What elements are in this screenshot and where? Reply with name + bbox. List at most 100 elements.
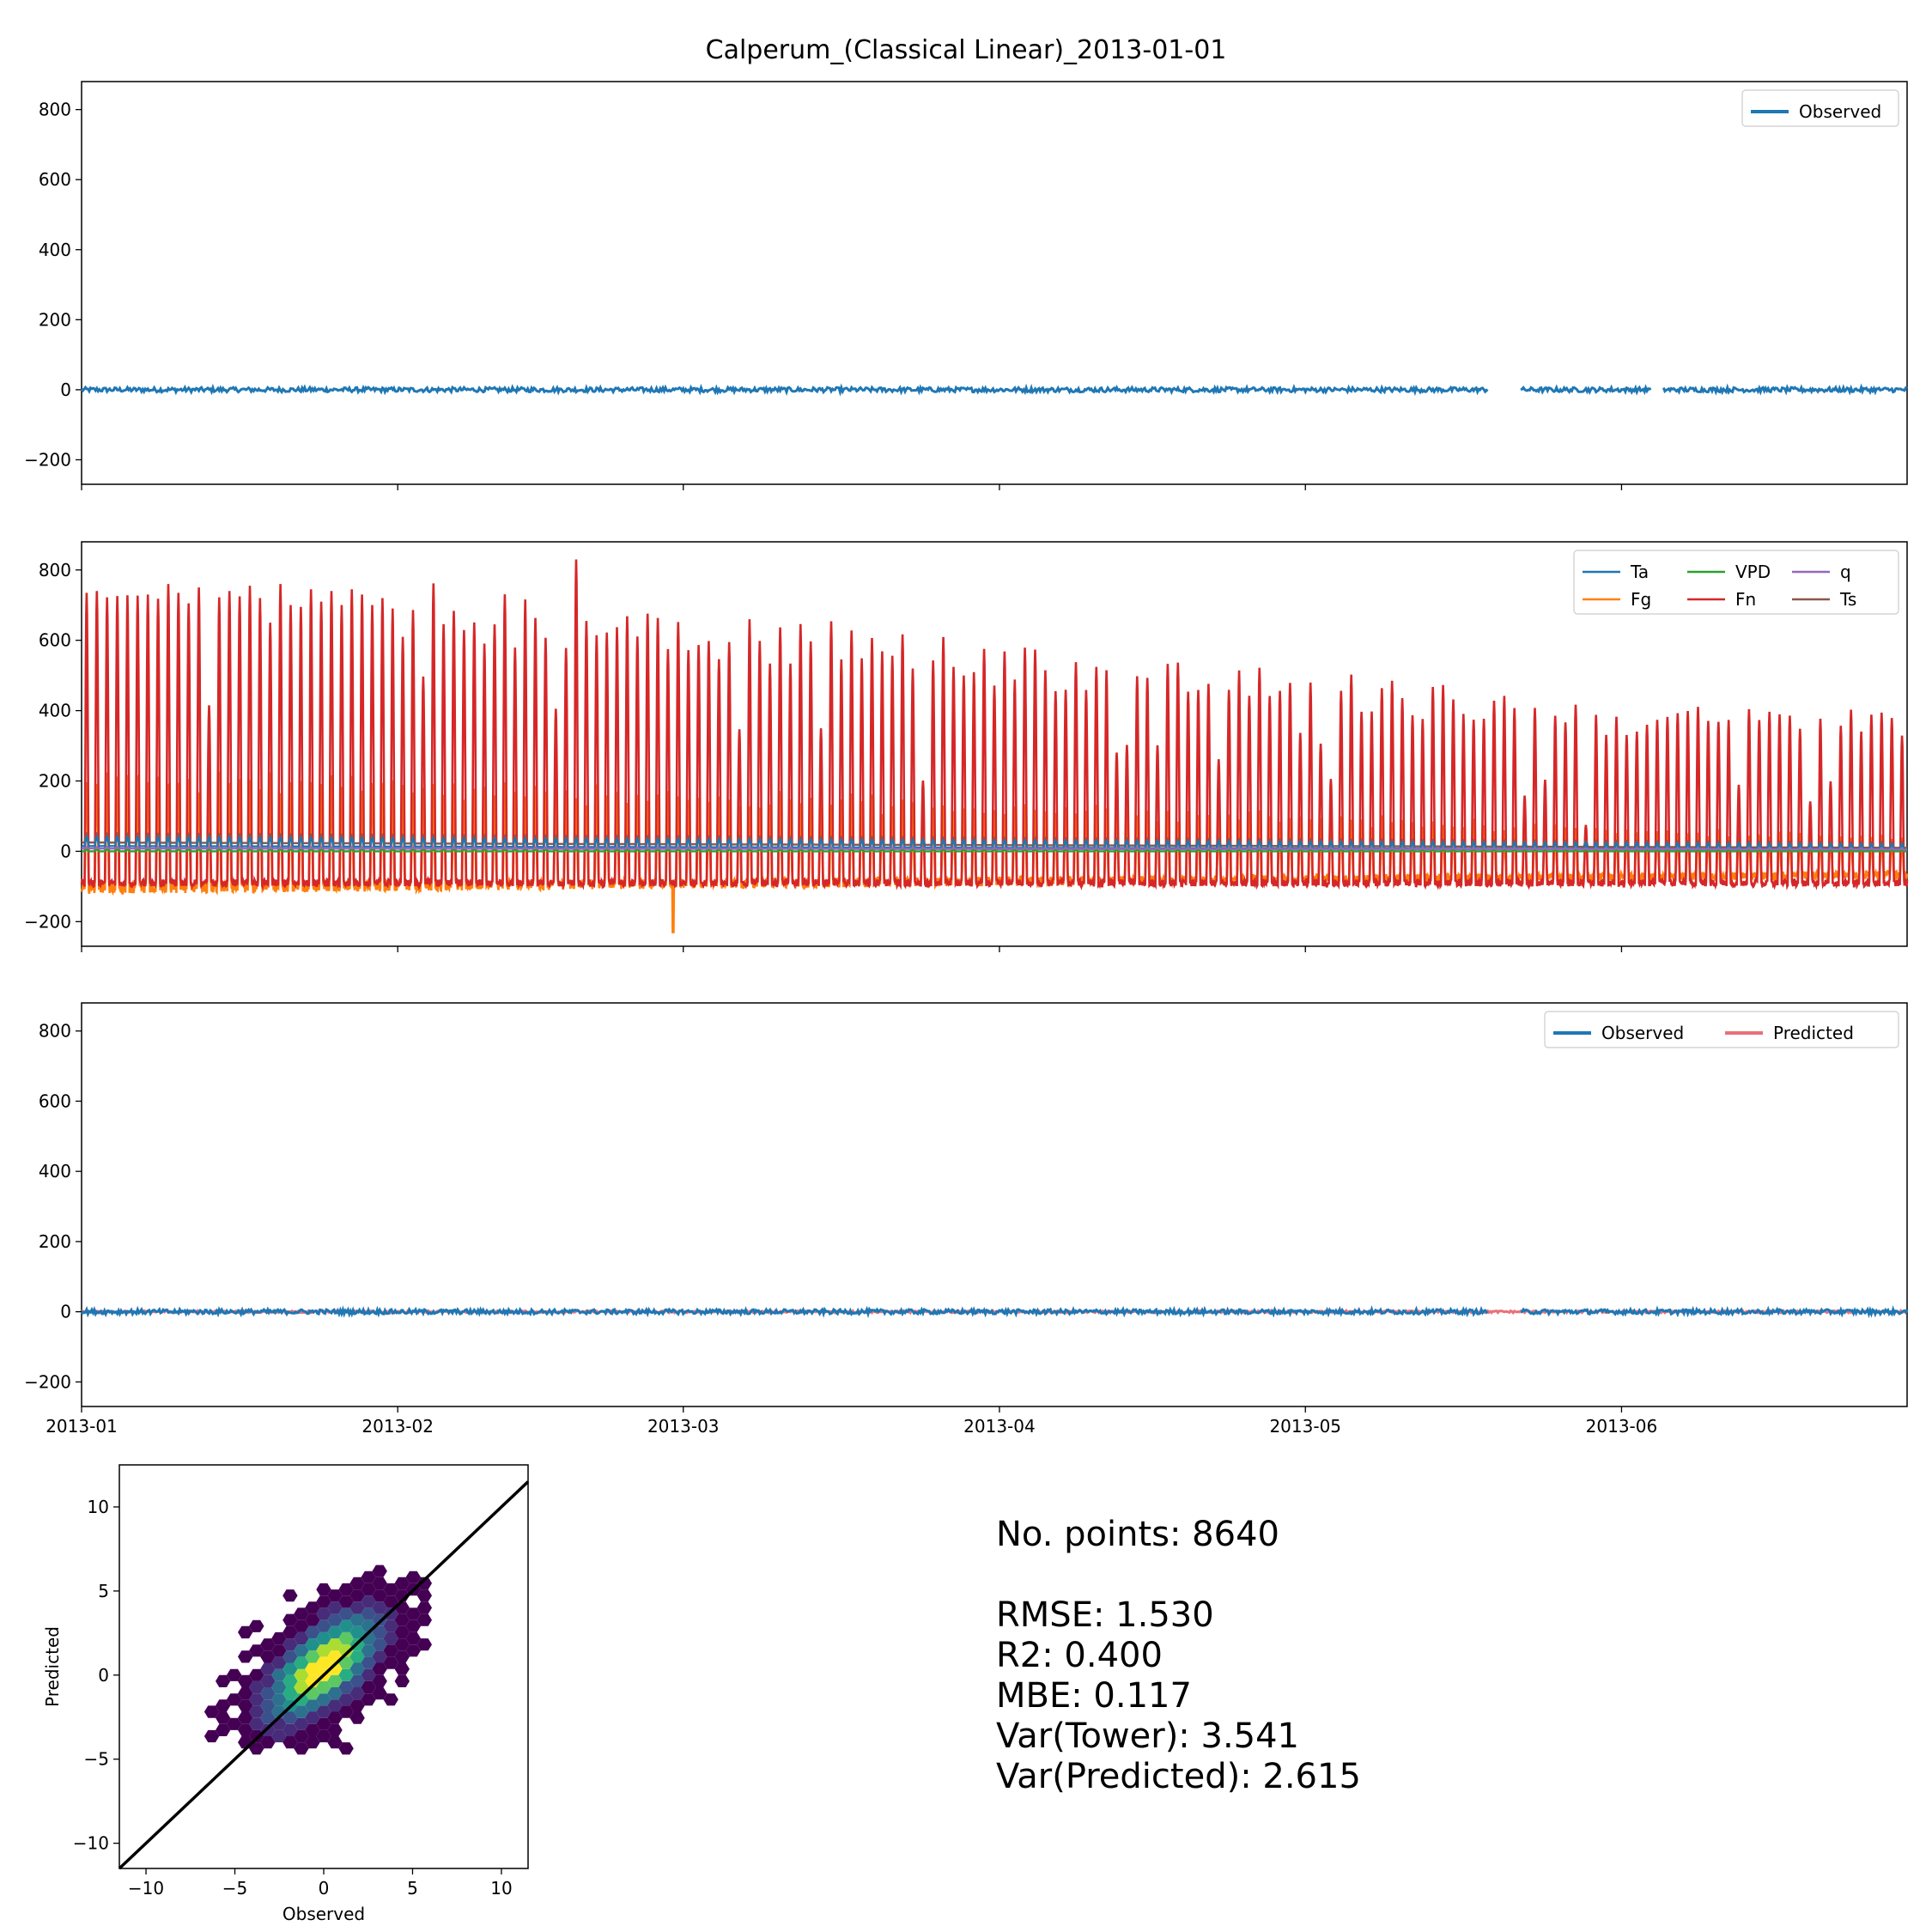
hexbin-cell bbox=[316, 1717, 331, 1730]
hexbin-cell bbox=[283, 1723, 298, 1736]
series-group bbox=[80, 559, 1909, 933]
series-group bbox=[80, 1305, 1909, 1319]
x-tick-label: 10 bbox=[490, 1878, 512, 1899]
hexbin-cell bbox=[383, 1693, 398, 1706]
hexbin-cell bbox=[260, 1638, 276, 1651]
hexbin-cell bbox=[349, 1674, 365, 1687]
hexbin-cell bbox=[305, 1638, 320, 1651]
hexbin-cell bbox=[372, 1625, 387, 1639]
y-tick-label: 600 bbox=[39, 169, 71, 190]
y-tick-label: 800 bbox=[39, 1021, 71, 1042]
series-q bbox=[82, 846, 1907, 851]
hexbin-cell bbox=[338, 1595, 354, 1608]
hexbin-cell bbox=[238, 1687, 253, 1700]
hexbin-cell bbox=[405, 1619, 421, 1632]
hexbin-cell bbox=[316, 1583, 331, 1596]
hexbin-cell bbox=[316, 1619, 331, 1632]
x-tick-label: −5 bbox=[222, 1878, 247, 1899]
legend-label-predicted: Predicted bbox=[1773, 1023, 1854, 1043]
plot-area bbox=[81, 81, 1908, 485]
hexbin-cell bbox=[394, 1650, 410, 1663]
hexbin-cell bbox=[316, 1693, 331, 1706]
y-axis-label: Predicted bbox=[42, 1626, 63, 1707]
hexbin-cell bbox=[271, 1644, 287, 1657]
hexbin-cell bbox=[238, 1723, 253, 1736]
hexbin-cell bbox=[405, 1644, 421, 1657]
y-tick-label: −200 bbox=[24, 1371, 71, 1392]
hexbin-cell bbox=[338, 1656, 354, 1669]
panel-scatter: −10 −5 0 5 10 −10 −5 0 5 10 Observed Predicted bbox=[42, 1464, 530, 1924]
hexbin-cell bbox=[372, 1674, 387, 1687]
hexbin-cell bbox=[338, 1668, 354, 1681]
hexbin-cell bbox=[294, 1607, 309, 1620]
hexbin-cell bbox=[305, 1723, 320, 1736]
hexbin-cell bbox=[294, 1693, 309, 1706]
hexbin-cell bbox=[294, 1717, 309, 1730]
hexbin-cell bbox=[383, 1631, 398, 1645]
hexbin-cell bbox=[316, 1729, 331, 1743]
hexbin-cell bbox=[283, 1674, 298, 1687]
hexbin-cell bbox=[372, 1687, 387, 1700]
hexbin-cell bbox=[349, 1699, 365, 1712]
hexbin-cell bbox=[283, 1613, 298, 1626]
reference-line-1to1 bbox=[118, 1480, 530, 1870]
series-vpd bbox=[82, 848, 1907, 853]
series-observed bbox=[80, 383, 1908, 397]
hexbin-cell bbox=[338, 1631, 354, 1645]
x-tick-label: 2013-04 bbox=[963, 1416, 1036, 1437]
statistics-text: No. points: 8640 RMSE: 1.530 R2: 0.400 M… bbox=[996, 1515, 1361, 1796]
hexbin-cell bbox=[349, 1613, 365, 1626]
hexbin-cell bbox=[349, 1662, 365, 1675]
y-tick-label: −200 bbox=[24, 449, 71, 470]
hexbin-cell bbox=[249, 1668, 264, 1681]
hexbin-cell bbox=[383, 1656, 398, 1669]
y-tick-label: 10 bbox=[88, 1497, 109, 1517]
hexbin-cell bbox=[238, 1674, 253, 1687]
y-tick-label: 0 bbox=[60, 380, 71, 400]
legend-label-ts: Ts bbox=[1839, 589, 1856, 610]
hexbin-cell bbox=[305, 1650, 320, 1663]
hexbin-cell bbox=[361, 1571, 376, 1583]
hexbin-cell bbox=[405, 1571, 421, 1583]
hexbin-cell bbox=[316, 1680, 331, 1694]
hexbin-cell bbox=[238, 1699, 253, 1712]
hexbin-cell bbox=[260, 1687, 276, 1700]
hexbin-cell bbox=[271, 1729, 287, 1743]
y-tick-label: 400 bbox=[39, 1161, 71, 1182]
x-tick-label: 2013-05 bbox=[1269, 1416, 1341, 1437]
hexbin-cells bbox=[118, 1480, 530, 1870]
hexbin-cell bbox=[238, 1711, 253, 1724]
hexbin-cell bbox=[327, 1736, 343, 1749]
series-observed bbox=[80, 1305, 1909, 1319]
y-tick-label: 800 bbox=[39, 100, 71, 120]
hexbin-cell bbox=[249, 1717, 264, 1730]
y-tick-label: 0 bbox=[60, 1302, 71, 1322]
hexbin-cell bbox=[394, 1674, 410, 1687]
hexbin-cell bbox=[372, 1638, 387, 1651]
legend-frame bbox=[1741, 89, 1899, 127]
y-tick-label: 200 bbox=[39, 771, 71, 792]
legend-label-observed: Observed bbox=[1601, 1023, 1684, 1043]
hexbin-cell bbox=[294, 1631, 309, 1645]
hexbin-cell bbox=[361, 1656, 376, 1669]
x-axis-label: Observed bbox=[283, 1904, 365, 1924]
stat-var-tower: Var(Tower): 3.541 bbox=[996, 1716, 1299, 1756]
hexbin-cell bbox=[327, 1638, 343, 1651]
panel-observed: −200 0 200 400 600 800 Observed bbox=[24, 81, 1908, 490]
series-fn bbox=[80, 559, 1909, 891]
stat-mbe: MBE: 0.117 bbox=[996, 1676, 1192, 1716]
hexbin-cell bbox=[294, 1729, 309, 1743]
hexbin-cell bbox=[361, 1607, 376, 1620]
y-axis-ticks: −200 0 200 400 600 800 bbox=[24, 560, 82, 932]
hexbin-cell bbox=[260, 1650, 276, 1663]
hexbin-cell bbox=[216, 1723, 231, 1736]
hexbin-cell bbox=[204, 1729, 220, 1743]
hexbin-cell bbox=[216, 1674, 231, 1687]
hexbin-cell bbox=[260, 1662, 276, 1675]
hexbin-cell bbox=[271, 1680, 287, 1694]
hexbin-cell bbox=[249, 1693, 264, 1706]
hexbin-cell bbox=[383, 1644, 398, 1657]
hexbin-cell bbox=[349, 1625, 365, 1639]
hexbin-cell bbox=[338, 1607, 354, 1620]
